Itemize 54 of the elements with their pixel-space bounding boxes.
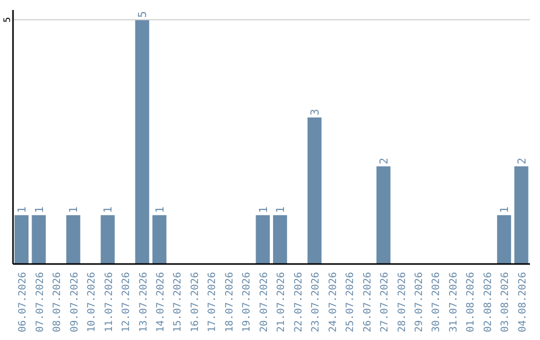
x-tick-label: 26.07.2026: [362, 272, 374, 332]
bar: [32, 215, 46, 264]
data-label: 2: [515, 158, 528, 164]
x-tick-label: 25.07.2026: [345, 272, 356, 332]
x-tick-label: 01.08.2026: [466, 272, 477, 332]
x-tick-label: 11.07.2026: [104, 272, 115, 332]
x-tick-label: 22.07.2026: [293, 272, 304, 332]
bar: [256, 215, 270, 264]
data-label: 1: [102, 206, 115, 214]
bar: [497, 215, 512, 264]
data-label: 1: [498, 206, 512, 214]
bar: [514, 166, 528, 264]
x-tick-label: 12.07.2026: [121, 272, 132, 332]
bar: [14, 215, 29, 264]
x-tick-label: 06.07.2026: [18, 272, 29, 332]
data-label: 1: [67, 206, 80, 214]
x-tick-label: 20.07.2026: [258, 272, 270, 332]
x-tick-label: 13.07.2026: [138, 272, 150, 332]
bar: [273, 215, 288, 264]
x-tick-label: 07.07.2026: [34, 272, 46, 332]
bar: [152, 215, 166, 264]
x-tick-label: 21.07.2026: [276, 272, 288, 332]
x-tick-label: 19.07.2026: [242, 272, 253, 332]
x-tick-label: 29.07.2026: [414, 272, 425, 332]
x-tick-label: 17.07.2026: [207, 272, 218, 332]
x-tick-label: 16.07.2026: [190, 272, 201, 332]
x-tick-label: 28.07.2026: [396, 272, 408, 332]
x-tick-label: 03.08.2026: [500, 272, 512, 332]
data-label: 2: [377, 158, 390, 164]
bar: [376, 166, 390, 264]
x-tick-label: 18.07.2026: [224, 272, 236, 332]
data-label: 1: [274, 206, 288, 214]
data-label: 1: [153, 206, 166, 214]
x-tick-label: 30.07.2026: [431, 272, 442, 332]
x-tick-label: 27.07.2026: [380, 272, 391, 332]
bar: [308, 117, 322, 264]
bar: [135, 20, 150, 264]
x-tick-label: 02.08.2026: [482, 272, 494, 332]
data-label: 1: [16, 206, 29, 214]
data-label: 3: [308, 108, 322, 116]
x-tick-label: 24.07.2026: [328, 272, 339, 332]
bar: [66, 215, 80, 264]
x-tick-label: 23.07.2026: [310, 272, 322, 332]
x-tick-label: 10.07.2026: [86, 272, 98, 332]
x-tick-label: 09.07.2026: [69, 272, 80, 332]
x-tick-label: 15.07.2026: [172, 272, 184, 332]
x-tick-label: 04.08.2026: [517, 272, 528, 332]
x-tick-label: 08.07.2026: [52, 272, 64, 332]
x-tick-label: 31.07.2026: [448, 272, 460, 332]
data-label: 5: [136, 11, 150, 18]
data-label: 1: [32, 206, 46, 214]
data-label: 1: [256, 206, 270, 214]
bar: [100, 215, 115, 264]
x-tick-label: 14.07.2026: [155, 272, 166, 332]
